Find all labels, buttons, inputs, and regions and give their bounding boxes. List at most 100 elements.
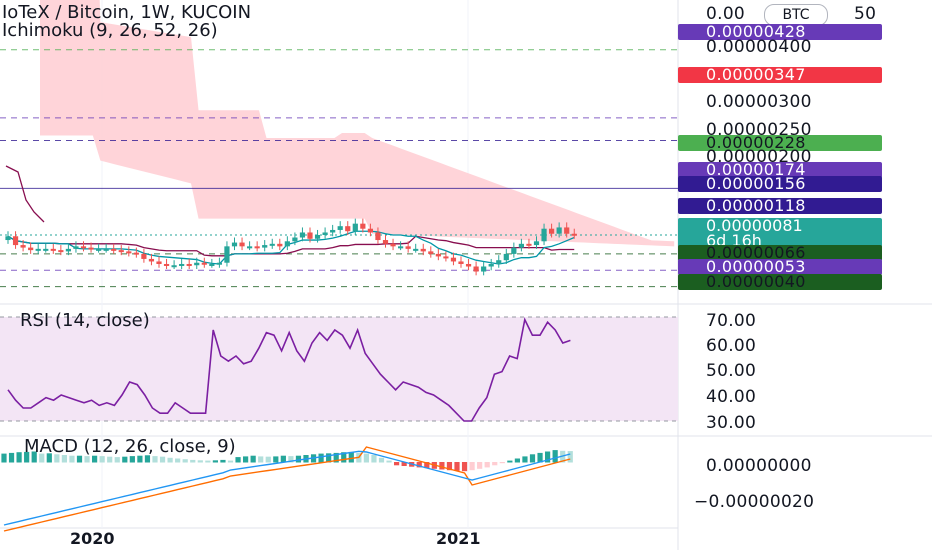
candle-body [28, 247, 34, 251]
macd-histogram-bar [92, 455, 98, 463]
candle-body [269, 243, 275, 246]
macd-signal-line [3, 446, 571, 532]
price-tag-347: 0.00000347 [678, 67, 882, 83]
candle-body [5, 236, 11, 241]
price-tag-428: 0.00000428 [678, 24, 882, 40]
candle-body [247, 246, 253, 249]
candle-body [443, 256, 449, 259]
macd-histogram-bar [401, 462, 407, 466]
macd-histogram-bar [235, 457, 241, 463]
macd-histogram-bar [424, 462, 430, 469]
macd-histogram-bar [76, 455, 83, 463]
rsi-label: RSI (14, close) [20, 310, 150, 331]
candle-body [307, 232, 313, 239]
macd-tick-neg: −0.00000020 [694, 492, 815, 512]
macd-histogram-bar [288, 456, 294, 463]
candle-body [322, 232, 328, 235]
candle-body [518, 243, 524, 248]
macd-histogram-bar [386, 460, 392, 463]
macd-histogram-bar [273, 456, 279, 463]
kijun-line-start [5, 165, 45, 223]
kijun-line [7, 235, 575, 257]
candle-body [496, 260, 502, 264]
macd-histogram-bar [484, 462, 490, 468]
macd-histogram-bar [514, 458, 520, 463]
macd-histogram-bar [16, 452, 22, 463]
macd-histogram-bar [416, 462, 422, 468]
rsi-tick-30: 30.00 [706, 413, 757, 433]
rsi-tick-60: 60.00 [706, 336, 757, 356]
candles-layer [5, 218, 577, 276]
macd-histogram-bar [333, 452, 339, 463]
price-tick-400: 0.00000400 [706, 37, 812, 57]
macd-histogram-bar [394, 462, 400, 466]
candle-body [194, 262, 200, 266]
macd-histogram-bar [326, 453, 332, 463]
price-tick-top: 0.00 [706, 4, 746, 24]
candle-body [488, 263, 494, 267]
candle-body [141, 253, 147, 259]
candle-body [209, 263, 215, 266]
candle-body [148, 258, 155, 262]
macd-histogram-bar [545, 451, 551, 463]
macd-histogram-bar [167, 457, 173, 463]
candle-body [73, 246, 79, 249]
candle-body [458, 261, 464, 264]
candle-body [390, 243, 396, 247]
candle-body [80, 246, 87, 249]
candle-body [103, 248, 109, 251]
time-label-2020: 2020 [70, 529, 115, 548]
candle-body [111, 248, 117, 251]
macd-histogram-bar [318, 453, 324, 463]
tenkan-line [7, 230, 575, 265]
candle-body [254, 246, 260, 249]
macd-histogram-bar [175, 458, 181, 463]
macd-histogram-bar [537, 452, 543, 463]
candle-body [571, 233, 577, 236]
price-tick-top-suffix: 50 [854, 4, 877, 24]
candle-body [533, 241, 540, 246]
macd-histogram-bar [1, 453, 7, 463]
macd-histogram-bar [522, 456, 528, 463]
macd-histogram-bar [122, 456, 128, 463]
macd-histogram-bar [220, 459, 226, 463]
kumo-cloud [40, 0, 675, 247]
macd-histogram-bar [265, 456, 271, 463]
rsi-tick-70: 70.00 [706, 311, 757, 331]
candle-body [12, 236, 19, 246]
candle-body [413, 248, 419, 251]
candle-body [330, 229, 336, 233]
rsi-tick-50: 50.00 [706, 361, 757, 381]
candle-body [337, 226, 343, 230]
macd-histogram-bar [31, 451, 37, 463]
macd-histogram-bar [492, 462, 498, 466]
macd-histogram-bar [46, 453, 52, 463]
candle-body [541, 228, 547, 242]
macd-histogram-bar [84, 456, 90, 463]
candle-body [465, 263, 472, 267]
macd-histogram-bar [243, 456, 249, 463]
candle-body [556, 227, 562, 234]
candle-body [262, 245, 268, 248]
macd-histogram-bar [567, 451, 573, 463]
price-tag-066: 0.00000066 [678, 245, 882, 261]
price-tag-174: 0.00000174 [678, 162, 882, 178]
candle-body [314, 235, 321, 239]
candle-body [375, 232, 381, 241]
macd-histogram-bar [295, 455, 302, 463]
candle-body [88, 247, 94, 250]
candle-body [549, 228, 555, 234]
macd-histogram-bar [341, 452, 347, 463]
candle-body [224, 246, 230, 263]
time-label-2021: 2021 [436, 529, 481, 548]
candle-body [179, 263, 185, 266]
candle-body [50, 248, 56, 251]
macd-histogram-bar [107, 456, 113, 463]
macd-histogram-bar [507, 460, 513, 463]
candle-body [118, 250, 124, 253]
macd-histogram-bar [54, 454, 60, 463]
chart-title: IoTeX / Bitcoin, 1W, KUCOIN [2, 2, 252, 23]
candle-body [564, 227, 570, 234]
macd-histogram-bar [439, 462, 445, 470]
